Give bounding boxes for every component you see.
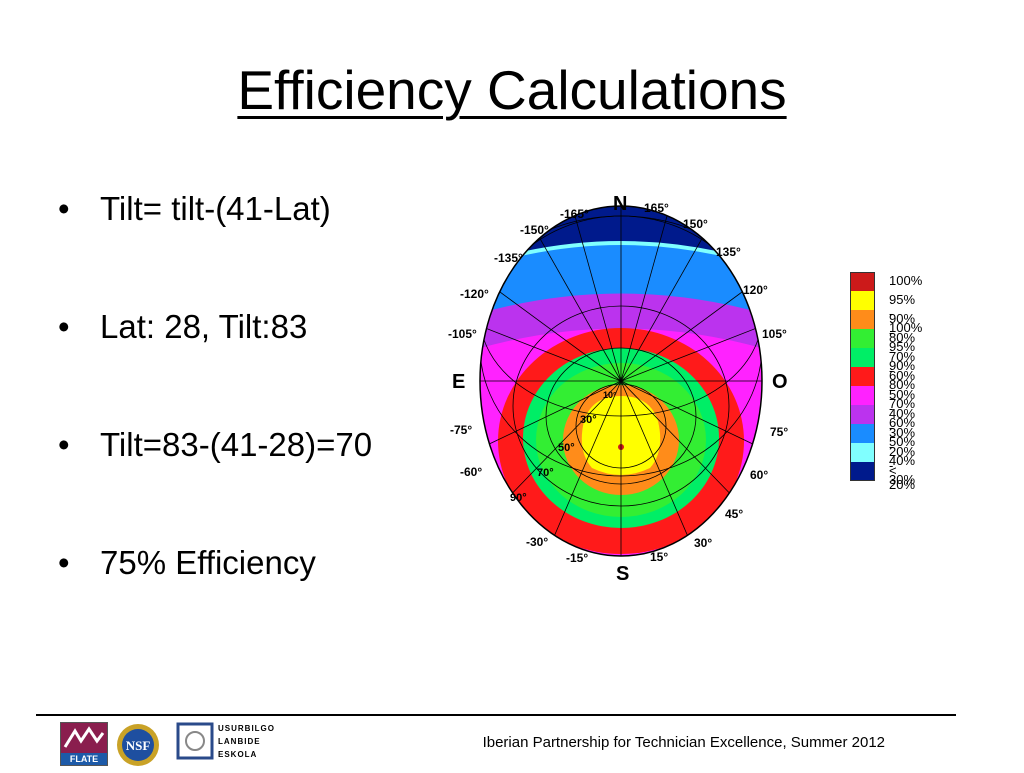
bullet-item: • Tilt= tilt-(41-Lat) [58, 190, 372, 308]
legend-swatch [850, 310, 875, 329]
legend-swatch [850, 367, 875, 386]
azimuth-label: -120° [460, 287, 489, 301]
footer-divider [36, 714, 956, 716]
tilt-label: 50° [558, 442, 575, 454]
legend-border [850, 272, 875, 481]
legend-swatch [850, 405, 875, 424]
nsf-seal-icon: NSF [117, 724, 159, 766]
azimuth-label: 45° [725, 507, 743, 521]
bullet-dot: • [58, 190, 70, 227]
bullet-dot: • [58, 426, 70, 463]
azimuth-label: -30° [526, 535, 548, 549]
azimuth-label: 30° [694, 536, 712, 550]
bullet-text: Lat: 28, Tilt:83 [100, 308, 308, 345]
solar-efficiency-diagram: N S E O -165° 165° -150° 150° -135° 135°… [448, 193, 788, 585]
legend-swatch [850, 272, 875, 291]
azimuth-label: 165° [644, 201, 669, 215]
legend-label: 80% - 90% [889, 330, 916, 373]
footer-text: Iberian Partnership for Technician Excel… [482, 734, 885, 751]
bullet-text: Tilt=83-(41-28)=70 [100, 426, 373, 463]
usurbilgo-mark-icon [176, 722, 214, 760]
compass-south: S [616, 563, 629, 585]
slide-title: Efficiency Calculations [237, 59, 787, 121]
azimuth-label: -60° [460, 465, 482, 479]
tilt-label: 90° [510, 492, 527, 504]
legend-label: 100% [889, 273, 923, 288]
usurbilgo-text: USURBILGO LANBIDE ESKOLA [218, 722, 275, 761]
azimuth-label: -15° [566, 551, 588, 565]
azimuth-label: 15° [650, 550, 668, 564]
legend-swatch [850, 424, 875, 443]
tilt-label: 10° [603, 390, 617, 400]
usurbilgo-line: ESKOLA [218, 750, 258, 759]
azimuth-label: -75° [450, 423, 472, 437]
nsf-logo: NSF [112, 722, 164, 768]
legend-swatch [850, 348, 875, 367]
legend-swatch [850, 386, 875, 405]
flate-logo-text: FLATE [61, 753, 107, 765]
diagram-outline [479, 205, 763, 557]
grid-lines [480, 206, 762, 556]
bullet-dot: • [58, 544, 70, 581]
bullet-item: • Tilt=83-(41-28)=70 [58, 426, 372, 544]
legend-label: 50% - 60% [889, 387, 916, 430]
bullet-item: • Lat: 28, Tilt:83 [58, 308, 372, 426]
legend-label: 40% - 50% [889, 406, 916, 449]
bullet-list: • Tilt= tilt-(41-Lat) • Lat: 28, Tilt:83 •… [58, 190, 372, 662]
nsf-logo-text: NSF [126, 738, 151, 753]
usurbilgo-line: LANBIDE [218, 737, 261, 746]
efficiency-zones [480, 206, 762, 556]
compass-east: E [452, 371, 465, 393]
compass-north: N [613, 193, 627, 215]
legend-swatch [850, 329, 875, 348]
flate-mark-icon [63, 726, 105, 748]
bullet-text: 75% Efficiency [100, 544, 316, 581]
legend-label: 30% - 40% [889, 425, 916, 468]
usurbilgo-line: USURBILGO [218, 724, 275, 733]
legend-label: 60% - 70% [889, 368, 916, 411]
legend-swatch [850, 291, 875, 310]
compass-west: O [772, 371, 788, 393]
azimuth-label: -135° [494, 251, 523, 265]
legend-swatch [850, 443, 875, 462]
azimuth-label: -165° [560, 207, 589, 221]
azimuth-label: 75° [770, 425, 788, 439]
bullet-text: Tilt= tilt-(41-Lat) [100, 190, 331, 227]
legend-label: < 20% [889, 463, 916, 492]
bullet-dot: • [58, 308, 70, 345]
legend-label: 20% - 30% [889, 444, 916, 487]
azimuth-label: 120° [743, 283, 768, 297]
azimuth-label: 150° [683, 217, 708, 231]
legend-label: 70% - 80% [889, 349, 916, 392]
legend-label: 95% - 100% [889, 292, 923, 335]
flate-logo: FLATE [60, 722, 108, 766]
tilt-label: 70° [537, 467, 554, 479]
azimuth-label: -150° [520, 223, 549, 237]
azimuth-label: -105° [448, 327, 477, 341]
azimuth-label: 105° [762, 327, 787, 341]
azimuth-label: 60° [750, 468, 768, 482]
azimuth-label: 135° [716, 245, 741, 259]
tilt-label: 30° [580, 414, 597, 426]
bullet-item: • 75% Efficiency [58, 544, 372, 662]
legend-label: 90% - 95% [889, 311, 916, 354]
usurbilgo-logo: USURBILGO LANBIDE ESKOLA [176, 722, 286, 762]
legend-swatch [850, 462, 875, 481]
